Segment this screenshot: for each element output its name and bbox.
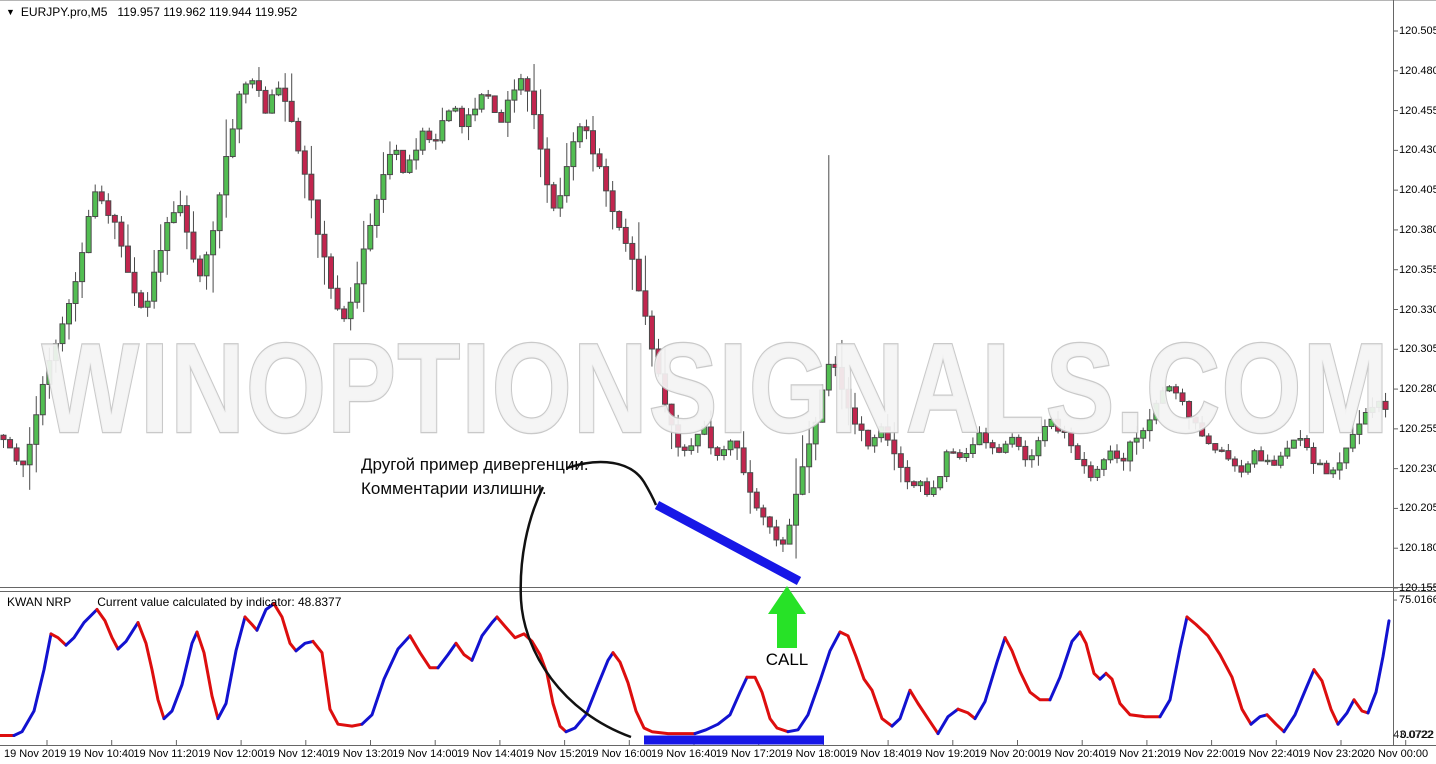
symbol-title: EURJPY.pro,M5 bbox=[20, 5, 108, 19]
indicator-scale-max: 75.0166 bbox=[1399, 594, 1436, 606]
price-tick-label: 120.330 bbox=[1399, 303, 1436, 316]
time-tick-label: 19 Nov 22:00 bbox=[1168, 748, 1235, 760]
time-tick-label: 19 Nov 21:20 bbox=[1103, 748, 1170, 760]
indicator-name: KWAN NRP bbox=[7, 595, 72, 609]
time-tick-label: 19 Nov 14:00 bbox=[392, 748, 458, 760]
divergence-trendline-chart[interactable] bbox=[654, 501, 802, 585]
time-tick-label: 19 Nov 19:20 bbox=[909, 748, 976, 760]
price-tick-label: 120.430 bbox=[1399, 144, 1436, 157]
annotation-curve-to-indicator[interactable] bbox=[519, 486, 632, 739]
price-tick-label: 120.155 bbox=[1399, 582, 1436, 594]
time-tick-label: 19 Nov 20:40 bbox=[1039, 748, 1105, 760]
time-tick-label: 19 Nov 14:40 bbox=[456, 748, 523, 760]
price-tick-label: 120.180 bbox=[1399, 542, 1436, 555]
ohlc-quote: 119.957 119.962 119.944 119.952 bbox=[117, 5, 298, 19]
time-tick-label: 19 Nov 16:00 bbox=[586, 748, 652, 760]
time-tick-label: 19 Nov 23:20 bbox=[1298, 748, 1364, 760]
time-tick-label: 19 Nov 13:20 bbox=[327, 748, 393, 760]
call-label: CALL bbox=[765, 650, 809, 669]
price-tick-label: 120.405 bbox=[1399, 184, 1436, 197]
time-tick-label: 19 Nov 2019 bbox=[4, 748, 67, 760]
divergence-note-line2: Комментарии излишни. bbox=[361, 479, 547, 498]
call-arrow-icon[interactable] bbox=[768, 586, 806, 648]
time-tick-label: 19 Nov 17:20 bbox=[715, 748, 782, 760]
indicator-scale-min-value: 0.0722 bbox=[1400, 729, 1434, 741]
price-tick-label: 120.205 bbox=[1399, 502, 1436, 515]
time-tick-label: 19 Nov 15:20 bbox=[521, 748, 588, 760]
price-tick-label: 120.380 bbox=[1399, 223, 1436, 236]
analysis-objects bbox=[519, 460, 824, 745]
price-tick-label: 120.505 bbox=[1399, 25, 1436, 37]
price-tick-label: 120.305 bbox=[1399, 343, 1436, 356]
symbol-header: ▼ EURJPY.pro,M5 119.957 119.962 119.944 11… bbox=[6, 5, 297, 19]
time-tick-label: 19 Nov 20:00 bbox=[974, 748, 1040, 760]
price-tick-label: 120.230 bbox=[1399, 462, 1436, 475]
annotation-curve-to-chart[interactable] bbox=[566, 460, 658, 506]
time-tick-label: 19 Nov 16:40 bbox=[651, 748, 717, 760]
time-tick-label: 19 Nov 18:40 bbox=[845, 748, 911, 760]
candlesticks bbox=[0, 64, 1389, 559]
indicator-scale-min: 43.0722 0.0722 bbox=[1393, 729, 1434, 743]
axes bbox=[0, 0, 1436, 746]
price-tick-label: 120.280 bbox=[1399, 383, 1436, 396]
kwan-nrp-line bbox=[0, 602, 1391, 737]
time-tick-label: 19 Nov 10:40 bbox=[68, 748, 135, 760]
time-tick-label: 19 Nov 12:00 bbox=[198, 748, 264, 760]
price-tick-label: 120.355 bbox=[1399, 263, 1436, 276]
time-tick-label: 19 Nov 22:40 bbox=[1233, 748, 1299, 760]
price-tick-label: 120.455 bbox=[1399, 104, 1436, 117]
indicator-scale-min-overlay: 43.0722 bbox=[1393, 729, 1433, 741]
divergence-note[interactable]: Другой пример дивергенции. Комментарии и… bbox=[361, 453, 589, 501]
time-tick-label: 19 Nov 11:20 bbox=[133, 748, 199, 760]
divergence-note-line1: Другой пример дивергенции. bbox=[361, 455, 589, 474]
indicator-status: Current value calculated by indicator: 4… bbox=[97, 595, 342, 609]
time-tick-label: 19 Nov 18:00 bbox=[780, 748, 846, 760]
price-tick-label: 120.480 bbox=[1399, 64, 1436, 77]
watermark: WINOPTIONSIGNALS.COM bbox=[42, 317, 1390, 459]
time-tick-label: 20 Nov 00:00 bbox=[1362, 748, 1429, 760]
indicator-header: KWAN NRP Current value calculated by indi… bbox=[7, 595, 341, 609]
chevron-down-icon[interactable]: ▼ bbox=[6, 7, 15, 17]
time-tick-label: 19 Nov 12:40 bbox=[262, 748, 329, 760]
price-tick-label: 120.255 bbox=[1399, 422, 1436, 435]
